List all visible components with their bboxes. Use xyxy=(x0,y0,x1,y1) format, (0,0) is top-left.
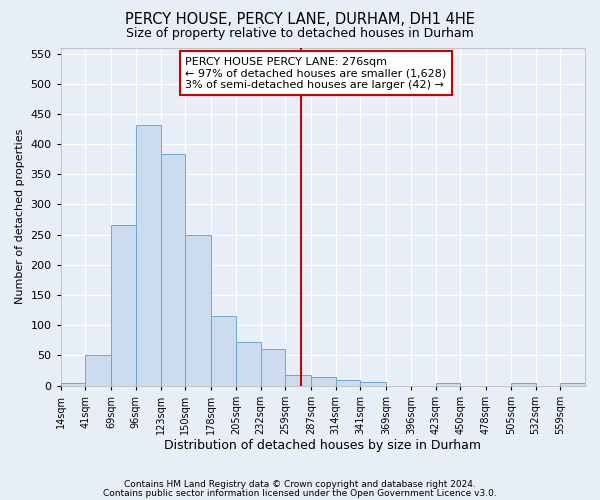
Bar xyxy=(260,350,285,386)
Bar xyxy=(211,316,236,386)
Bar xyxy=(111,225,136,386)
Bar xyxy=(161,154,185,386)
Text: PERCY HOUSE, PERCY LANE, DURHAM, DH1 4HE: PERCY HOUSE, PERCY LANE, DURHAM, DH1 4HE xyxy=(125,12,475,28)
Text: Size of property relative to detached houses in Durham: Size of property relative to detached ho… xyxy=(126,28,474,40)
Bar xyxy=(361,382,386,386)
Bar xyxy=(311,377,335,386)
Bar xyxy=(560,382,585,386)
Bar xyxy=(185,234,211,386)
Text: Contains public sector information licensed under the Open Government Licence v3: Contains public sector information licen… xyxy=(103,488,497,498)
Bar xyxy=(85,355,111,386)
Bar xyxy=(511,382,536,386)
Bar xyxy=(285,376,311,386)
Bar xyxy=(61,382,85,386)
Bar xyxy=(335,380,361,386)
Text: PERCY HOUSE PERCY LANE: 276sqm
← 97% of detached houses are smaller (1,628)
3% o: PERCY HOUSE PERCY LANE: 276sqm ← 97% of … xyxy=(185,56,446,90)
Text: Contains HM Land Registry data © Crown copyright and database right 2024.: Contains HM Land Registry data © Crown c… xyxy=(124,480,476,489)
Bar xyxy=(136,125,161,386)
X-axis label: Distribution of detached houses by size in Durham: Distribution of detached houses by size … xyxy=(164,440,481,452)
Y-axis label: Number of detached properties: Number of detached properties xyxy=(15,129,25,304)
Bar xyxy=(236,342,260,386)
Bar xyxy=(436,382,460,386)
